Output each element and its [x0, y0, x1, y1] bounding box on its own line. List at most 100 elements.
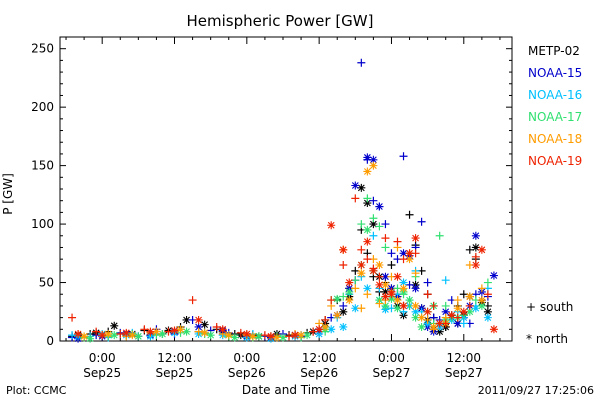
- point-north: [321, 322, 330, 331]
- point-south: [393, 237, 402, 246]
- point-south: [405, 280, 414, 289]
- point-south: [381, 243, 390, 252]
- point-north: [387, 290, 396, 299]
- point-north: [471, 261, 480, 269]
- point-north: [158, 329, 167, 338]
- point-north: [405, 249, 414, 258]
- point-south: [483, 278, 492, 287]
- point-north: [339, 245, 348, 254]
- point-north: [381, 301, 390, 310]
- point-north: [339, 307, 348, 316]
- point-north: [182, 327, 191, 336]
- point-south: [417, 217, 426, 226]
- point-north: [489, 325, 498, 334]
- point-south: [411, 269, 420, 278]
- point-north: [266, 332, 275, 341]
- point-north: [417, 313, 426, 322]
- x-tick-time: 12:00: [302, 351, 337, 365]
- point-south: [357, 58, 366, 67]
- marker-legend-entry: + south: [526, 300, 573, 314]
- point-north: [489, 271, 498, 280]
- point-north: [206, 331, 215, 340]
- point-south: [351, 276, 360, 285]
- point-north: [291, 331, 300, 340]
- legend-entry: NOAA-18: [528, 132, 582, 146]
- point-north: [357, 269, 366, 278]
- point-north: [363, 284, 372, 293]
- point-south: [339, 301, 348, 310]
- point-north: [297, 331, 306, 340]
- legend-entry: NOAA-19: [528, 154, 582, 168]
- point-north: [411, 313, 420, 322]
- point-north: [110, 321, 119, 330]
- point-north: [381, 292, 390, 301]
- point-north: [315, 325, 324, 334]
- x-tick-time: 12:00: [446, 351, 481, 365]
- point-south: [357, 304, 366, 313]
- point-north: [411, 307, 420, 316]
- point-south: [441, 301, 450, 310]
- point-north: [357, 183, 366, 192]
- point-south: [399, 255, 408, 264]
- point-north: [381, 280, 390, 289]
- point-north: [230, 333, 239, 342]
- point-north: [435, 327, 444, 336]
- point-south: [387, 261, 396, 269]
- x-tick-date: Sep26: [300, 366, 338, 380]
- point-south: [369, 231, 378, 240]
- point-south: [188, 296, 197, 305]
- point-south: [429, 301, 438, 310]
- point-south: [465, 301, 474, 310]
- point-north: [128, 331, 137, 340]
- point-north: [465, 307, 474, 316]
- point-north: [459, 307, 468, 316]
- point-north: [477, 301, 486, 310]
- footer-right: 2011/09/27 17:25:06: [478, 384, 594, 397]
- point-north: [363, 225, 372, 234]
- chart-title: Hemispheric Power [GW]: [187, 12, 374, 30]
- point-south: [212, 322, 221, 331]
- footer-left: Plot: CCMC: [6, 384, 67, 397]
- point-south: [423, 290, 432, 299]
- point-north: [429, 322, 438, 331]
- point-south: [285, 332, 294, 341]
- point-south: [363, 194, 372, 203]
- point-north: [104, 329, 113, 338]
- point-south: [327, 296, 336, 305]
- point-south: [260, 331, 269, 340]
- point-south: [363, 255, 372, 264]
- point-south: [375, 222, 384, 231]
- x-axis-label: Date and Time: [242, 383, 330, 397]
- point-north: [170, 326, 179, 335]
- point-south: [423, 278, 432, 287]
- point-north: [224, 331, 233, 340]
- point-north: [86, 334, 95, 343]
- point-north: [351, 181, 360, 190]
- point-north: [405, 296, 414, 305]
- point-south: [309, 327, 318, 336]
- point-north: [363, 153, 372, 162]
- point-south: [363, 290, 372, 299]
- marker-legend-entry: * north: [526, 332, 568, 346]
- point-south: [387, 249, 396, 258]
- point-south: [357, 245, 366, 254]
- point-north: [375, 202, 384, 211]
- point-south: [405, 210, 414, 219]
- point-north: [375, 280, 384, 289]
- point-north: [218, 325, 227, 334]
- point-north: [194, 322, 203, 331]
- point-south: [381, 220, 390, 229]
- point-north: [381, 287, 390, 296]
- point-north: [278, 333, 287, 342]
- point-north: [483, 307, 492, 316]
- point-north: [134, 332, 143, 341]
- point-north: [369, 161, 378, 170]
- point-north: [399, 249, 408, 258]
- point-north: [333, 311, 342, 320]
- point-north: [327, 325, 336, 334]
- y-axis-label: P [GW]: [1, 173, 15, 215]
- point-south: [351, 284, 360, 293]
- x-tick-time: 0:00: [378, 351, 405, 365]
- point-south: [236, 328, 245, 337]
